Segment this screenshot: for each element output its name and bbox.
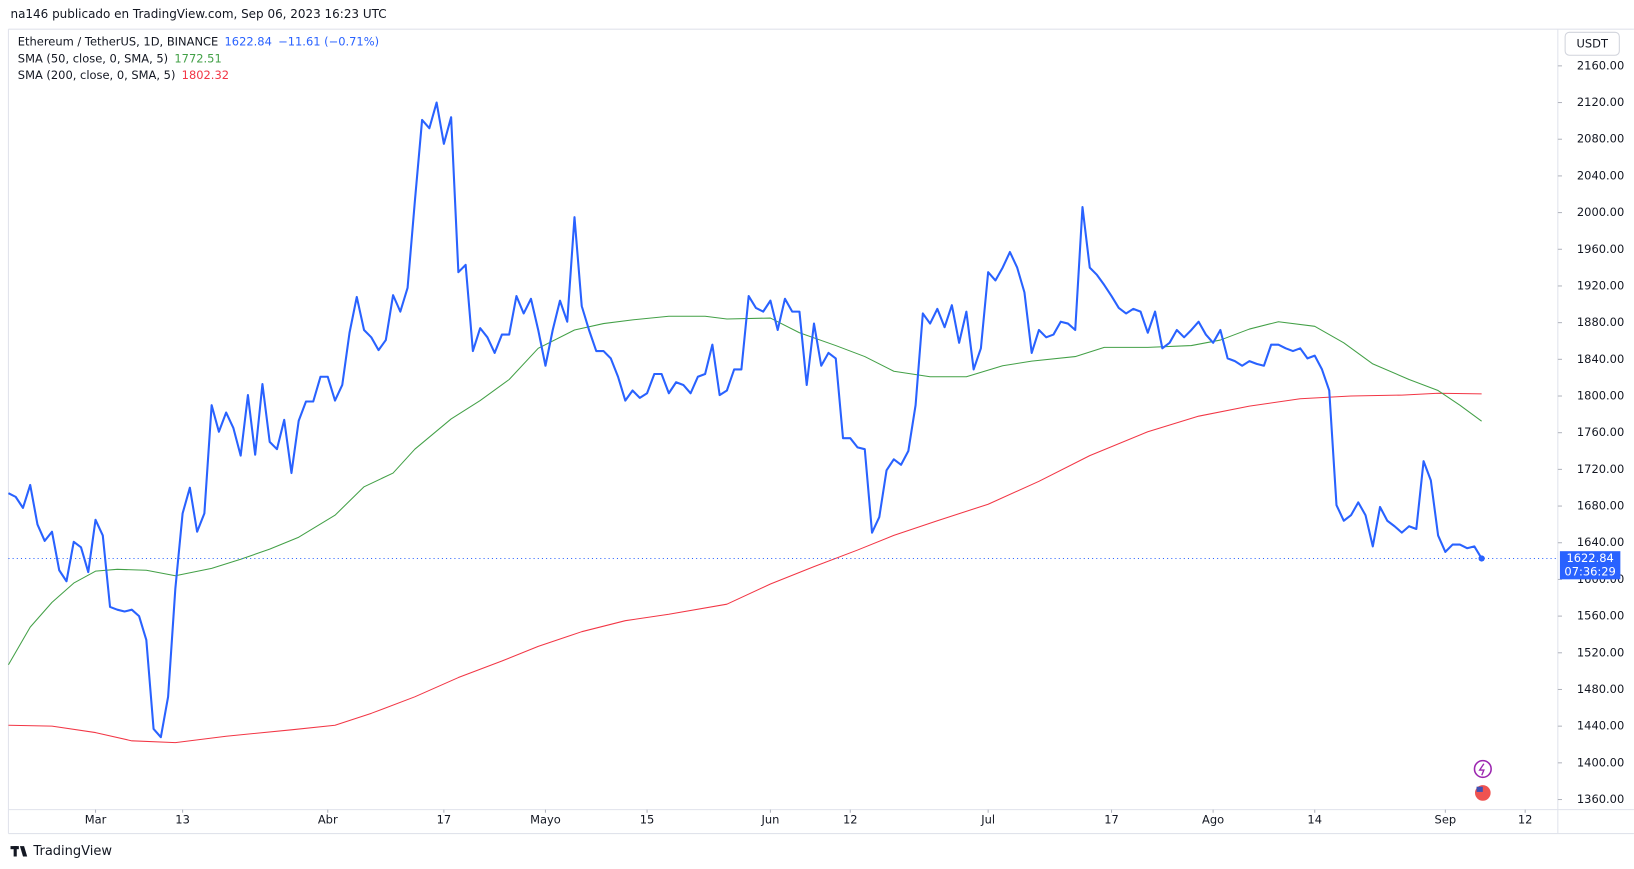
y-tick-label: 1480.00 xyxy=(1577,682,1624,696)
x-tick-label: Ago xyxy=(1202,813,1224,827)
event-icon-glyph xyxy=(1476,786,1483,792)
y-tick-label: 1880.00 xyxy=(1577,315,1624,329)
y-tick-label: 2080.00 xyxy=(1577,132,1624,146)
y-tick-label: 1760.00 xyxy=(1577,425,1624,439)
y-tick-label: 1440.00 xyxy=(1577,719,1624,733)
legend-entry: SMA (50, close, 0, SMA, 5) 1772.51 xyxy=(18,51,222,65)
legend-change: −11.61 (−0.71%) xyxy=(278,34,379,48)
legend-name: SMA (200, close, 0, SMA, 5) xyxy=(18,68,176,82)
x-tick-label: 12 xyxy=(843,813,858,827)
legend-entry: SMA (200, close, 0, SMA, 5) 1802.32 xyxy=(18,68,229,82)
y-tick-label: 1800.00 xyxy=(1577,389,1624,403)
legend-value: 1802.32 xyxy=(182,68,229,82)
x-tick-label: Jul xyxy=(980,813,995,827)
legend-name: SMA (50, close, 0, SMA, 5) xyxy=(18,51,168,65)
currency-button[interactable] xyxy=(1564,31,1620,56)
x-tick-label: 17 xyxy=(437,813,452,827)
currency-label[interactable]: USDT xyxy=(1576,36,1608,50)
sma-line xyxy=(8,392,1482,744)
y-tick-label: 1560.00 xyxy=(1577,609,1624,623)
price-line xyxy=(7,101,1483,739)
y-tick-label: 1680.00 xyxy=(1577,499,1624,513)
y-tick-label: 1640.00 xyxy=(1577,535,1624,549)
attribution: na146 publicado en TradingView.com, Sep … xyxy=(11,7,387,21)
sma-line xyxy=(7,315,1482,665)
x-tick-label: Jun xyxy=(760,813,779,827)
x-tick-label: 13 xyxy=(175,813,190,827)
x-tick-label: 12 xyxy=(1518,813,1533,827)
y-tick-label: 1920.00 xyxy=(1577,278,1624,292)
price-tag-countdown: 07:36:29 xyxy=(1564,565,1615,579)
legend-value: 1622.84 xyxy=(225,34,272,48)
x-tick-label: Abr xyxy=(318,813,338,827)
y-tick-label: 1840.00 xyxy=(1577,352,1624,366)
y-tick-label: 1960.00 xyxy=(1577,242,1624,256)
event-icon[interactable] xyxy=(1473,759,1492,779)
price-tag-value: 1622.84 xyxy=(1566,551,1613,565)
legend-entry: Ethereum / TetherUS, 1D, BINANCE 1622.84−… xyxy=(18,34,379,48)
y-tick-label: 1360.00 xyxy=(1577,792,1624,806)
y-tick-label: 2000.00 xyxy=(1577,205,1624,219)
brand-logo xyxy=(10,846,28,857)
x-tick-label: Sep xyxy=(1435,813,1457,827)
last-price-dot xyxy=(1478,555,1485,562)
y-tick-label: 1400.00 xyxy=(1577,755,1624,769)
plot-area xyxy=(7,101,1558,744)
logo-glyph xyxy=(13,846,17,857)
event-icon-glyph xyxy=(1478,763,1485,776)
event-icons xyxy=(1473,759,1492,802)
brand-name: TradingView xyxy=(32,844,112,859)
x-tick-label: 14 xyxy=(1307,813,1322,827)
x-tick-label: 17 xyxy=(1104,813,1119,827)
logo-glyph xyxy=(19,846,28,857)
y-tick-label: 2160.00 xyxy=(1577,58,1624,72)
x-tick-label: 15 xyxy=(640,813,655,827)
x-tick-label: Mar xyxy=(85,813,107,827)
price-tag xyxy=(1559,551,1621,580)
legend-value: 1772.51 xyxy=(174,51,221,65)
y-tick-label: 2120.00 xyxy=(1577,95,1624,109)
x-tick-label: Mayo xyxy=(530,813,561,827)
y-tick-label: 1520.00 xyxy=(1577,645,1624,659)
legend-name: Ethereum / TetherUS, 1D, BINANCE xyxy=(18,34,218,48)
y-tick-label: 2040.00 xyxy=(1577,168,1624,182)
y-tick-label: 1720.00 xyxy=(1577,462,1624,476)
